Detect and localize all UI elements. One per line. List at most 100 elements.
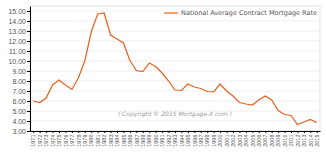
x-tick-label: 1973: [43, 135, 49, 147]
y-tick: 10.00: [8, 58, 30, 65]
x-tick: 1982: [101, 131, 107, 147]
y-tick: 9.00: [12, 68, 30, 75]
x-tick: 1999: [211, 131, 217, 147]
x-tick: 1991: [159, 131, 165, 147]
x-tick: 1998: [204, 131, 210, 147]
legend-label: National Average Contract Mortgage Rate: [181, 9, 317, 17]
x-tick-label: 2003: [237, 135, 243, 147]
x-tick-label: 1981: [95, 135, 101, 147]
x-tick-label: 1983: [108, 135, 114, 147]
x-tick-mark: [40, 131, 41, 133]
x-tick: 1978: [76, 131, 82, 147]
x-tick: 1988: [140, 131, 146, 147]
y-tick: 5.00: [12, 108, 30, 115]
x-tick-mark: [233, 131, 234, 133]
x-tick-mark: [310, 131, 311, 133]
x-tick-label: 1977: [69, 135, 75, 147]
x-tick: 1984: [114, 131, 120, 147]
grid-line: [30, 71, 320, 72]
x-tick-label: 1987: [134, 135, 140, 147]
x-tick: 1977: [69, 131, 75, 147]
x-tick-label: 1974: [50, 135, 56, 147]
y-tick-label: 3.00: [12, 128, 26, 135]
x-tick: 2002: [230, 131, 236, 147]
x-tick-mark: [117, 131, 118, 133]
x-tick-mark: [304, 131, 305, 133]
x-tick-mark: [53, 131, 54, 133]
x-tick: 2009: [275, 131, 281, 147]
y-tick-label: 9.00: [12, 68, 26, 75]
x-tick-mark: [285, 131, 286, 133]
y-tick-label: 5.00: [12, 108, 26, 115]
legend-swatch: [164, 12, 178, 13]
y-tick-mark: [27, 81, 30, 82]
y-tick-mark: [27, 131, 30, 132]
x-tick-mark: [239, 131, 240, 133]
x-tick: 1994: [179, 131, 185, 147]
y-tick-mark: [27, 21, 30, 22]
x-tick-label: 1984: [114, 135, 120, 147]
grid: [30, 11, 320, 131]
x-tick-mark: [162, 131, 163, 133]
x-tick-label: 1991: [159, 135, 165, 147]
x-tick-mark: [188, 131, 189, 133]
series-line: [33, 13, 317, 125]
y-tick: 3.00: [12, 128, 30, 135]
y-tick-mark: [27, 11, 30, 12]
x-tick: 1992: [166, 131, 172, 147]
x-tick: 2000: [217, 131, 223, 147]
x-tick-label: 2014: [308, 135, 314, 147]
x-tick-label: 2011: [288, 135, 294, 147]
x-tick-label: 1995: [185, 135, 191, 147]
x-tick-mark: [181, 131, 182, 133]
grid-line: [30, 51, 320, 52]
x-tick: 1983: [108, 131, 114, 147]
x-tick-mark: [317, 131, 318, 133]
y-tick: 15.00: [8, 8, 30, 15]
x-tick: 2014: [308, 131, 314, 147]
x-tick-mark: [291, 131, 292, 133]
x-tick-mark: [136, 131, 137, 133]
x-tick-mark: [207, 131, 208, 133]
y-tick-label: 10.00: [8, 58, 26, 65]
x-tick-label: 1993: [172, 135, 178, 147]
x-tick: 1993: [172, 131, 178, 147]
annotation: ( Copyright © 2015 Mortgage-X.com ): [118, 110, 232, 118]
x-tick-label: 1975: [56, 135, 62, 147]
x-tick-mark: [85, 131, 86, 133]
x-tick: 2006: [256, 131, 262, 147]
plot-area: [33, 13, 317, 125]
grid-line: [30, 91, 320, 92]
x-tick-label: 2005: [250, 135, 256, 147]
y-tick-mark: [27, 51, 30, 52]
y-tick-mark: [27, 71, 30, 72]
x-tick-label: 1998: [204, 135, 210, 147]
x-tick-mark: [149, 131, 150, 133]
x-tick: 1987: [134, 131, 140, 147]
x-tick: 2012: [295, 131, 301, 147]
x-tick-mark: [123, 131, 124, 133]
x-tick-mark: [259, 131, 260, 133]
x-tick: 1976: [63, 131, 69, 147]
x-tick: 2011: [288, 131, 294, 146]
x-tick-mark: [194, 131, 195, 133]
x-tick: 2008: [269, 131, 275, 147]
x-tick-mark: [72, 131, 73, 133]
y-tick-mark: [27, 91, 30, 92]
x-tick-mark: [130, 131, 131, 133]
x-tick-label: 1996: [192, 135, 198, 147]
x-tick-label: 2015: [314, 135, 320, 147]
grid-line: [30, 121, 320, 122]
x-tick-label: 1992: [166, 135, 172, 147]
x-tick: 1979: [82, 131, 88, 147]
legend-background: [162, 8, 319, 18]
x-tick-label: 1979: [82, 135, 88, 147]
y-tick: 11.00: [9, 48, 30, 55]
y-tick-mark: [27, 121, 30, 122]
chart: 3.004.005.006.007.008.009.0010.0011.0012…: [0, 0, 326, 155]
y-tick-mark: [27, 61, 30, 62]
x-tick-label: 1989: [146, 135, 152, 147]
x-tick-mark: [278, 131, 279, 133]
y-tick-mark: [27, 111, 30, 112]
x-tick: 1972: [37, 131, 43, 147]
